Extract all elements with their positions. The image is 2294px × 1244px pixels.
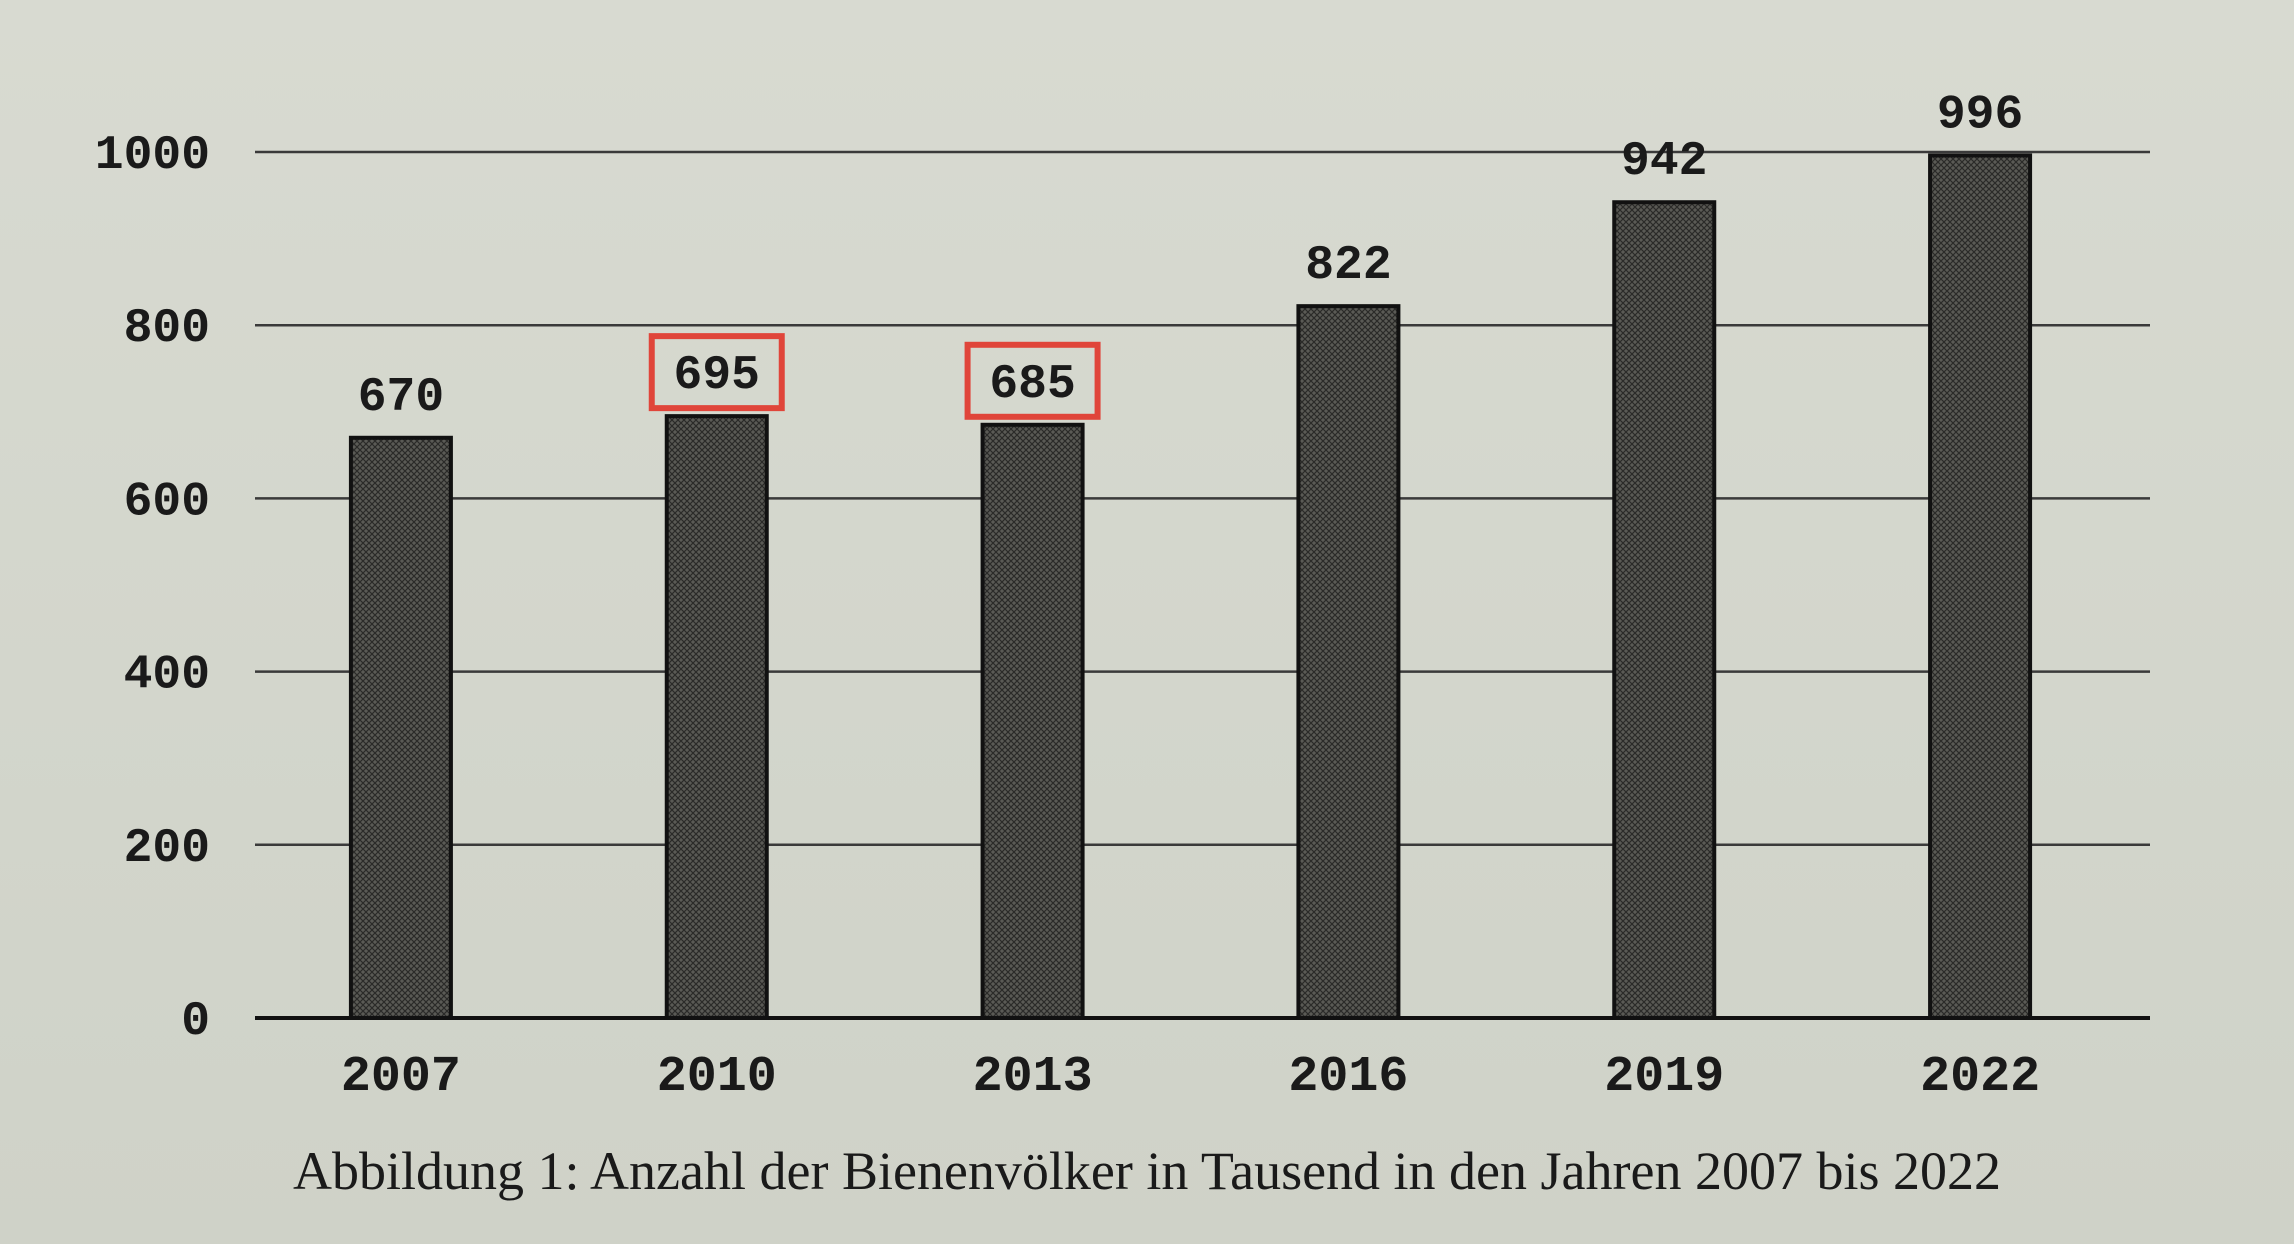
x-tick-label: 2016 — [1288, 1049, 1408, 1106]
y-tick-label: 0 — [181, 995, 210, 1049]
data-label: 822 — [1305, 239, 1391, 293]
x-tick-label: 2007 — [341, 1049, 461, 1106]
highlight-box — [964, 341, 1101, 420]
bar-2022 — [1928, 153, 2033, 1021]
figure-caption: Abbildung 1: Anzahl der Bienenvölker in … — [293, 1141, 2001, 1201]
y-tick-label: 800 — [124, 302, 210, 356]
x-tick-label: 2010 — [657, 1049, 777, 1106]
data-label: 695 — [674, 349, 760, 403]
bars — [348, 153, 2033, 1021]
bar-2019 — [1612, 200, 1717, 1020]
bar-2013 — [980, 422, 1085, 1021]
x-tick-label: 2022 — [1920, 1049, 2040, 1106]
bar-2007 — [348, 435, 453, 1020]
y-tick-label: 200 — [124, 822, 210, 876]
x-tick-label: 2013 — [973, 1049, 1093, 1106]
bar-2016 — [1296, 304, 1401, 1020]
data-label: 670 — [358, 371, 444, 425]
bar-2010 — [664, 414, 769, 1020]
highlight-box — [648, 333, 785, 412]
data-label: 685 — [989, 358, 1075, 412]
labels: 0 200 400 600 800 1000 670 2007 695 2010 685 2013 82… — [95, 88, 2040, 1106]
data-label: 996 — [1937, 88, 2023, 142]
gridlines — [255, 150, 2150, 1020]
y-tick-label: 600 — [124, 475, 210, 529]
y-tick-label: 1000 — [95, 129, 210, 183]
x-tick-label: 2019 — [1604, 1049, 1724, 1106]
y-tick-label: 400 — [124, 649, 210, 703]
data-label: 942 — [1621, 135, 1707, 189]
